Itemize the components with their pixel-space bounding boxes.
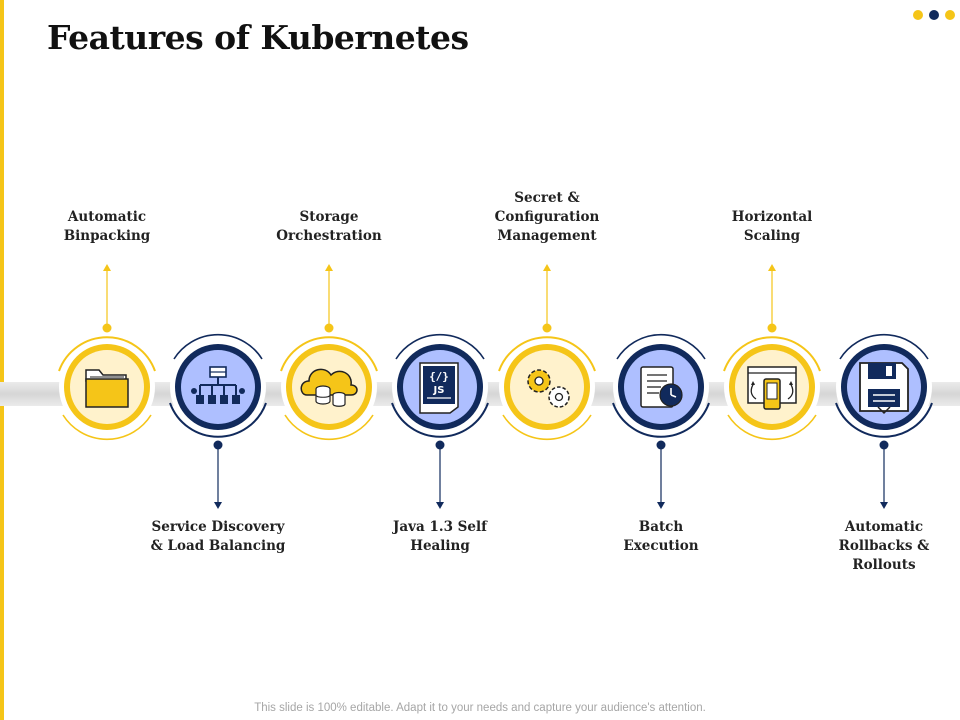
feature-circle (832, 333, 936, 439)
feature-label: Java 1.3 Self Healing (393, 519, 487, 554)
feature-circle (55, 335, 159, 441)
feature-label: Secret & Configuration Management (494, 190, 600, 244)
svg-text:{/}: {/} (429, 370, 449, 383)
feature-circle (720, 335, 824, 441)
feature-label: Horizontal Scaling (731, 209, 813, 244)
feature-label: Batch Execution (623, 519, 699, 554)
slide-title: Features of Kubernetes (47, 18, 469, 57)
connector-arrow-up (765, 262, 779, 338)
connector-arrow-up (540, 262, 554, 338)
connector-arrow-down (433, 439, 447, 517)
floppy-disk-icon (859, 362, 909, 415)
dot-navy (929, 10, 939, 20)
feature-label: Service Discovery & Load Balancing (150, 519, 286, 554)
dot-yellow (913, 10, 923, 20)
feature-circle (166, 333, 270, 439)
feature-circle (277, 335, 381, 441)
connector-arrow-down (211, 439, 225, 517)
connector-arrow-up (322, 262, 336, 338)
java-script-document-icon: {/} JS (419, 362, 459, 414)
feature-circle: {/} JS (388, 333, 492, 439)
feature-label: Automatic Rollbacks & Rollouts (838, 519, 930, 573)
gears-icon (527, 369, 570, 408)
connector-arrow-down (877, 439, 891, 517)
network-hierarchy-icon (191, 366, 245, 404)
footer-note: This slide is 100% editable. Adapt it to… (254, 702, 706, 714)
clock-document-icon (640, 366, 683, 408)
dot-yellow (945, 10, 955, 20)
feature-label: Automatic Binpacking (63, 209, 151, 244)
connector-arrow-down (654, 439, 668, 517)
svg-text:JS: JS (433, 385, 445, 396)
feature-label: Storage Orchestration (276, 209, 382, 244)
connector-arrow-up (100, 262, 114, 338)
left-accent-bar (0, 0, 4, 720)
folder-icon (85, 369, 129, 408)
responsive-devices-icon (747, 366, 797, 410)
cloud-storage-icon (300, 368, 358, 407)
feature-circle (609, 333, 713, 439)
feature-circle (495, 335, 599, 441)
